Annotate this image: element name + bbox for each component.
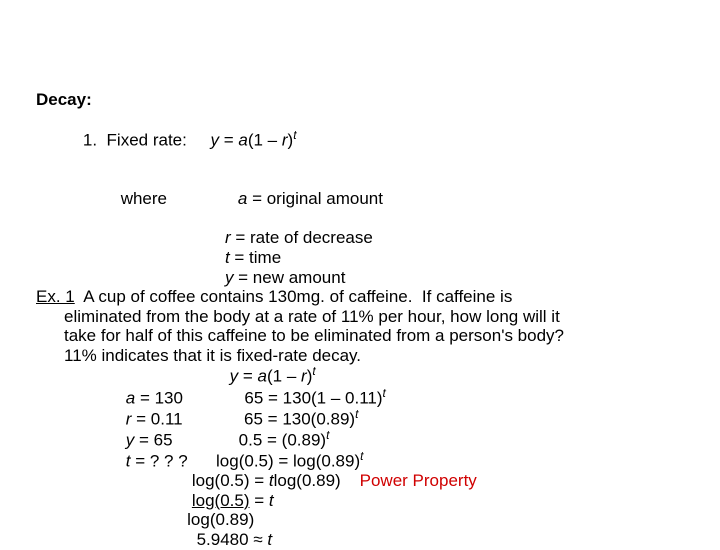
item-text: Fixed rate:: [107, 131, 187, 150]
work-row-5: log(0.5) = tlog(0.89) Power Property: [36, 471, 690, 491]
t-val: = ? ? ?: [130, 452, 187, 471]
step5r: log(0.89): [274, 471, 341, 490]
work-row-t: t = ? ? ? log(0.5) = log(0.89)t: [36, 450, 690, 471]
def-y: = new amount: [233, 268, 345, 287]
slide-content: Decay: 1. Fixed rate: y = a(1 – r)t wher…: [0, 0, 720, 550]
paren: (1 –: [248, 131, 282, 150]
example-hint: 11% indicates that it is fixed-rate deca…: [36, 346, 690, 366]
def-a: = original amount: [247, 189, 383, 208]
y-val: = 65: [134, 431, 172, 450]
t6: t: [269, 491, 274, 510]
work-row-6-num: log(0.5) = t: [36, 491, 690, 511]
exp-t: t: [383, 386, 386, 400]
def-r: = rate of decrease: [231, 228, 373, 247]
item-number: 1.: [83, 131, 97, 150]
work-row-y: y = 65 0.5 = (0.89)t: [36, 429, 690, 450]
eq: =: [238, 367, 257, 386]
work-row-a: a = 130 65 = 130(1 – 0.11)t: [36, 387, 690, 408]
exp-t: t: [293, 128, 296, 142]
def-r-line: r = rate of decrease: [36, 228, 690, 248]
step3: 0.5 = (0.89): [239, 431, 326, 450]
step4: log(0.5) = log(0.89): [216, 452, 360, 471]
example-label: Ex. 1: [36, 287, 75, 306]
where-label: where: [121, 189, 167, 208]
step1: 65 = 130(1 – 0.11): [244, 388, 382, 407]
exp-t: t: [355, 407, 358, 421]
var-a: a: [238, 131, 247, 150]
frac-num: log(0.5): [192, 491, 250, 510]
example-line2: eliminated from the body at a rate of 11…: [36, 307, 690, 327]
def-t: = time: [230, 248, 282, 267]
where-line: where a = original amount: [36, 170, 690, 229]
example-line1: Ex. 1 A cup of coffee contains 130mg. of…: [36, 287, 690, 307]
work-formula: y = a(1 – r)t: [36, 365, 690, 386]
p: (1 –: [267, 367, 301, 386]
step5l: log(0.5) =: [192, 471, 269, 490]
power-property-label: Power Property: [360, 471, 477, 490]
decay-heading: Decay:: [36, 90, 690, 110]
example-line3: take for half of this caffeine to be eli…: [36, 326, 690, 346]
exp-t: t: [360, 449, 363, 463]
var-a: a: [238, 189, 247, 208]
var-a: a: [126, 388, 135, 407]
r-val: = 0.11: [131, 409, 182, 428]
ex-text1: A cup of coffee contains 130mg. of caffe…: [75, 287, 513, 306]
work-row-6-den: log(0.89): [36, 510, 690, 530]
answer: 5.9480 ≈: [197, 530, 268, 549]
work-row-r: r = 0.11 65 = 130(0.89)t: [36, 408, 690, 429]
fixed-rate-line: 1. Fixed rate: y = a(1 – r)t: [36, 110, 690, 170]
var-a: a: [258, 367, 267, 386]
answer-t: t: [267, 530, 272, 549]
frac-den: log(0.89): [187, 510, 254, 529]
a-val: = 130: [135, 388, 183, 407]
eq: =: [219, 131, 238, 150]
var-y: y: [230, 367, 239, 386]
exp-t: t: [326, 428, 329, 442]
exp-t: t: [312, 364, 315, 378]
def-y-line: y = new amount: [36, 268, 690, 288]
step2: 65 = 130(0.89): [244, 409, 355, 428]
var-y: y: [210, 131, 219, 150]
eq6: =: [250, 491, 269, 510]
var-y: y: [126, 431, 135, 450]
def-t-line: t = time: [36, 248, 690, 268]
